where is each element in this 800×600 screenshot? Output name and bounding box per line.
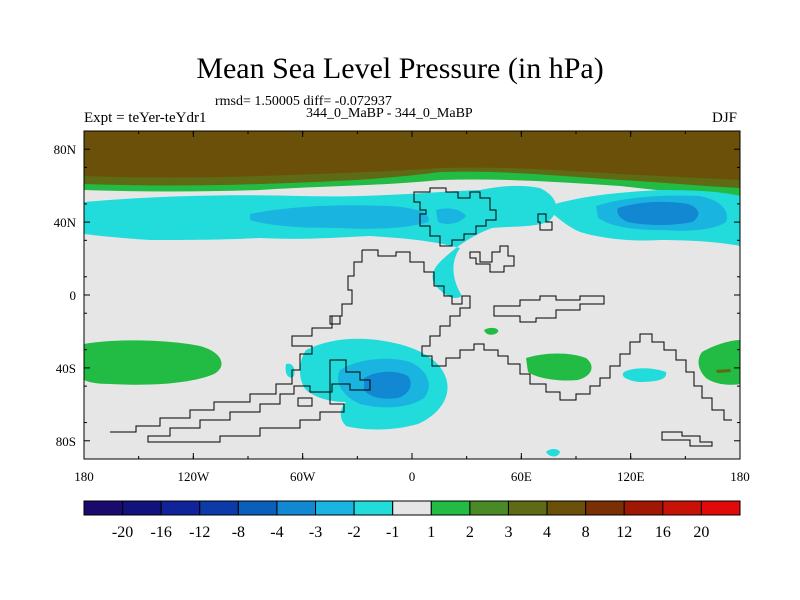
colorbar-swatch — [353, 500, 394, 516]
colorbar-label: 2 — [466, 524, 474, 541]
x-tick-label: 60W — [290, 469, 316, 484]
x-tick-label: 180 — [730, 469, 750, 484]
contour-fills — [84, 131, 740, 459]
region-arctic-brown — [84, 131, 740, 180]
colorbar-label: 20 — [693, 524, 709, 541]
x-tick-label: 0 — [409, 469, 416, 484]
region-north-blue-2 — [436, 208, 466, 224]
colorbar-label: 12 — [616, 524, 632, 541]
coastline-central — [362, 249, 732, 421]
coastline-west — [110, 250, 363, 433]
x-tick-label: 180 — [74, 469, 94, 484]
colorbar-label: 16 — [655, 524, 671, 541]
colorbar-swatch — [122, 500, 162, 516]
colorbar-swatch — [623, 500, 664, 516]
season-label: DJF — [712, 110, 738, 126]
colorbar-swatch — [392, 500, 432, 516]
colorbar-label: 3 — [504, 524, 512, 541]
region-south-east-green — [526, 353, 592, 381]
region-south-dark — [364, 371, 411, 399]
colorbar-label: -8 — [232, 524, 245, 541]
chart-title: Mean Sea Level Pressure (in hPa) — [196, 52, 604, 85]
y-tick-label: 40N — [54, 215, 77, 230]
colorbar-swatch — [469, 500, 509, 516]
coastlines — [110, 187, 732, 447]
colorbar-swatch — [700, 500, 741, 516]
colorbar-label: -20 — [112, 524, 133, 541]
x-tick-label: 60E — [511, 469, 532, 484]
y-tick-label: 80N — [54, 142, 77, 157]
coastline-south-fragment — [297, 397, 313, 407]
colorbar-swatch — [315, 500, 355, 516]
colorbar-label: 8 — [582, 524, 590, 541]
x-axis: 180 120W 60W 0 60E 120E 180 — [74, 131, 750, 484]
colorbar-label: 4 — [543, 524, 551, 541]
x-tick-label: 120W — [177, 469, 210, 484]
region-south-east-green-2 — [698, 340, 740, 385]
colorbar-swatch — [199, 500, 239, 516]
region-north-blue — [250, 205, 429, 229]
colorbar-label: -3 — [309, 524, 322, 541]
colorbar-label: -16 — [151, 524, 172, 541]
region-south-east-cyan — [622, 368, 667, 382]
colorbar-label: -2 — [347, 524, 360, 541]
coastline-island — [329, 315, 341, 325]
coastline-east-strip — [493, 295, 605, 323]
colorbar-swatch — [237, 500, 278, 516]
difference-label: 344_0_MaBP - 344_0_MaBP — [306, 106, 473, 121]
colorbar-swatch — [276, 500, 317, 516]
y-tick-label: 0 — [70, 288, 77, 303]
colorbar: -20 -16 -12 -8 -4 -3 -2 -1 1 2 3 4 8 12 16 20 — [83, 500, 741, 541]
region-small-cyan — [546, 449, 560, 457]
coastline-east-fragment — [469, 245, 515, 273]
colorbar-swatch — [585, 500, 625, 516]
y-tick-label: 80S — [56, 434, 76, 449]
coastline-southwest — [147, 359, 371, 443]
colorbar-swatch — [507, 500, 548, 516]
colorbar-swatch — [83, 500, 124, 516]
experiment-label: Expt = teYer-teYdr1 — [84, 110, 207, 126]
coastline-small-east — [537, 213, 553, 231]
coastline-north — [413, 187, 497, 247]
y-tick-label: 40S — [56, 361, 76, 376]
colorbar-label: -4 — [270, 524, 283, 541]
colorbar-swatch — [662, 500, 702, 516]
region-south-west-green — [84, 340, 222, 385]
colorbar-label: 1 — [427, 524, 435, 541]
colorbar-label: -1 — [386, 524, 399, 541]
region-south-east-olive — [716, 369, 731, 373]
y-axis: 80N 40N 0 40S 80S — [54, 130, 740, 460]
colorbar-swatch — [160, 500, 201, 516]
x-tick-label: 120E — [617, 469, 645, 484]
stats-label: rmsd= 1.50005 diff= -0.072937 — [215, 94, 392, 109]
colorbar-label: -12 — [189, 524, 210, 541]
coastline-far-south — [661, 431, 713, 447]
colorbar-swatch — [430, 500, 471, 516]
colorbar-swatch — [546, 500, 587, 516]
region-small-green — [484, 327, 499, 335]
region-pacific-dark — [617, 201, 699, 225]
